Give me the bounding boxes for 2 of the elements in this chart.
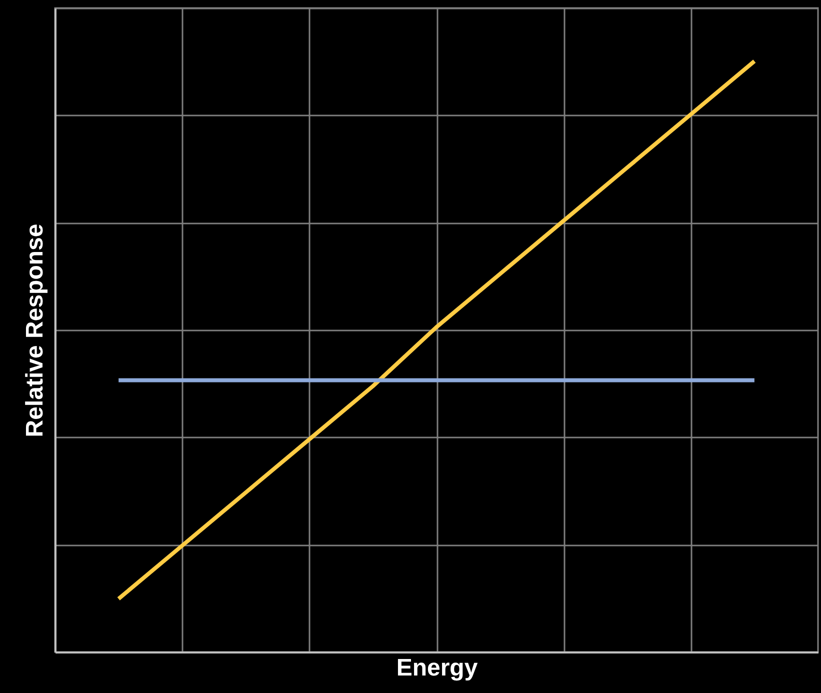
x-axis-title: Energy	[396, 654, 478, 682]
y-axis-title: Relative Response	[22, 224, 48, 438]
